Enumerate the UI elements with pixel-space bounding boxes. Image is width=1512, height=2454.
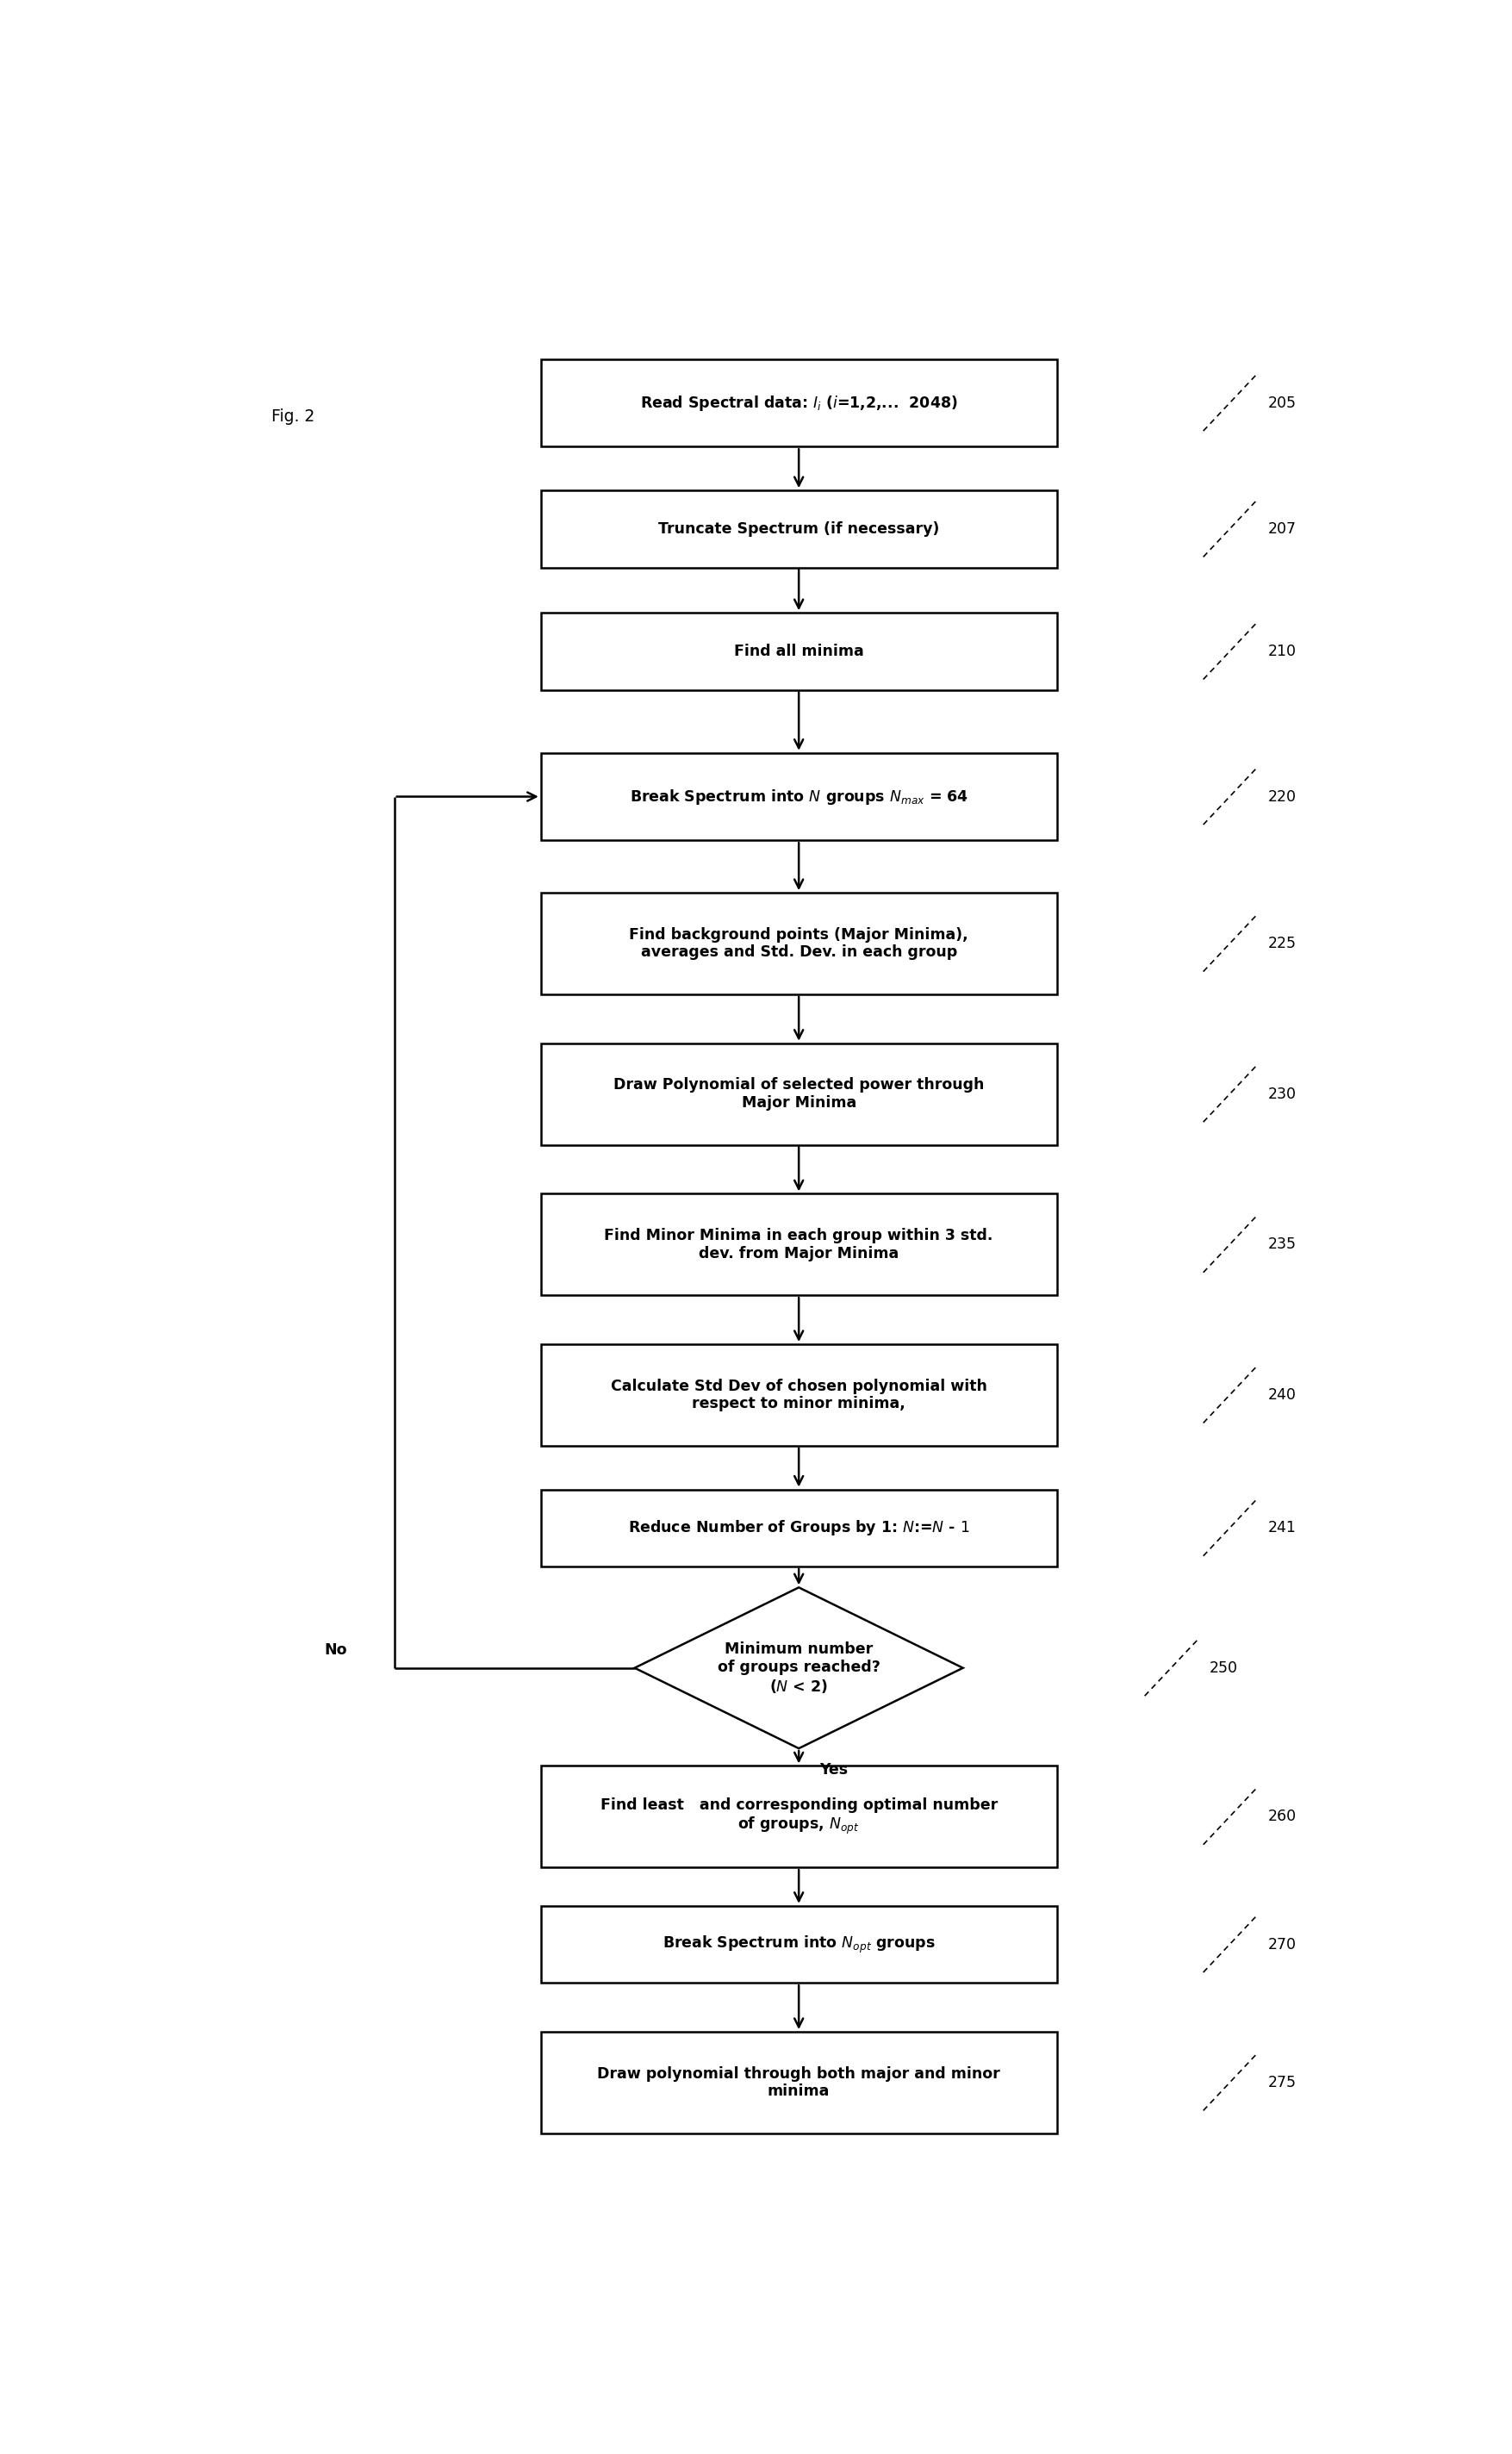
Text: 275: 275 bbox=[1267, 2074, 1296, 2091]
Text: Truncate Spectrum (if necessary): Truncate Spectrum (if necessary) bbox=[658, 520, 939, 537]
FancyBboxPatch shape bbox=[541, 2032, 1055, 2133]
Text: Find all minima: Find all minima bbox=[733, 643, 863, 660]
FancyBboxPatch shape bbox=[541, 1490, 1055, 1566]
Text: Draw Polynomial of selected power through
Major Minima: Draw Polynomial of selected power throug… bbox=[612, 1077, 984, 1112]
Polygon shape bbox=[635, 1588, 963, 1747]
Text: 240: 240 bbox=[1267, 1387, 1296, 1404]
Text: 220: 220 bbox=[1267, 788, 1296, 805]
Text: Fig. 2: Fig. 2 bbox=[271, 410, 314, 425]
FancyBboxPatch shape bbox=[541, 1767, 1055, 1867]
FancyBboxPatch shape bbox=[541, 1907, 1055, 1983]
Text: 210: 210 bbox=[1267, 643, 1296, 660]
Text: 241: 241 bbox=[1267, 1519, 1296, 1536]
FancyBboxPatch shape bbox=[541, 491, 1055, 567]
Text: Read Spectral data: $I_i$ ($i$=1,2,...  2048): Read Spectral data: $I_i$ ($i$=1,2,... 2… bbox=[640, 393, 957, 412]
Text: 260: 260 bbox=[1267, 1809, 1296, 1823]
Text: Reduce Number of Groups by 1: $N$:=$N$ - $1$: Reduce Number of Groups by 1: $N$:=$N$ -… bbox=[627, 1519, 969, 1539]
FancyBboxPatch shape bbox=[541, 1193, 1055, 1296]
FancyBboxPatch shape bbox=[541, 753, 1055, 839]
Text: 205: 205 bbox=[1267, 395, 1296, 410]
FancyBboxPatch shape bbox=[541, 358, 1055, 447]
FancyBboxPatch shape bbox=[541, 1345, 1055, 1445]
Text: Draw polynomial through both major and minor
minima: Draw polynomial through both major and m… bbox=[597, 2066, 999, 2098]
Text: Minimum number
of groups reached?
($N$ < 2): Minimum number of groups reached? ($N$ <… bbox=[717, 1642, 880, 1696]
Text: Yes: Yes bbox=[820, 1762, 848, 1777]
Text: No: No bbox=[324, 1642, 346, 1656]
FancyBboxPatch shape bbox=[541, 614, 1055, 690]
Text: Find Minor Minima in each group within 3 std.
dev. from Major Minima: Find Minor Minima in each group within 3… bbox=[603, 1227, 993, 1261]
Text: 225: 225 bbox=[1267, 935, 1296, 952]
Text: 250: 250 bbox=[1208, 1661, 1237, 1676]
Text: Break Spectrum into $N_{opt}$ groups: Break Spectrum into $N_{opt}$ groups bbox=[662, 1934, 934, 1956]
Text: Find background points (Major Minima),
averages and Std. Dev. in each group: Find background points (Major Minima), a… bbox=[629, 928, 968, 960]
Text: Find least   and corresponding optimal number
of groups, $N_{opt}$: Find least and corresponding optimal num… bbox=[600, 1796, 996, 1836]
Text: 235: 235 bbox=[1267, 1237, 1296, 1252]
Text: 270: 270 bbox=[1267, 1936, 1296, 1951]
Text: 230: 230 bbox=[1267, 1087, 1296, 1102]
FancyBboxPatch shape bbox=[541, 1043, 1055, 1144]
Text: Break Spectrum into $N$ groups $N_{max}$ = 64: Break Spectrum into $N$ groups $N_{max}$… bbox=[629, 788, 968, 805]
FancyBboxPatch shape bbox=[541, 893, 1055, 994]
Text: Calculate Std Dev of chosen polynomial with
respect to minor minima,: Calculate Std Dev of chosen polynomial w… bbox=[611, 1379, 986, 1411]
Text: 207: 207 bbox=[1267, 520, 1296, 537]
